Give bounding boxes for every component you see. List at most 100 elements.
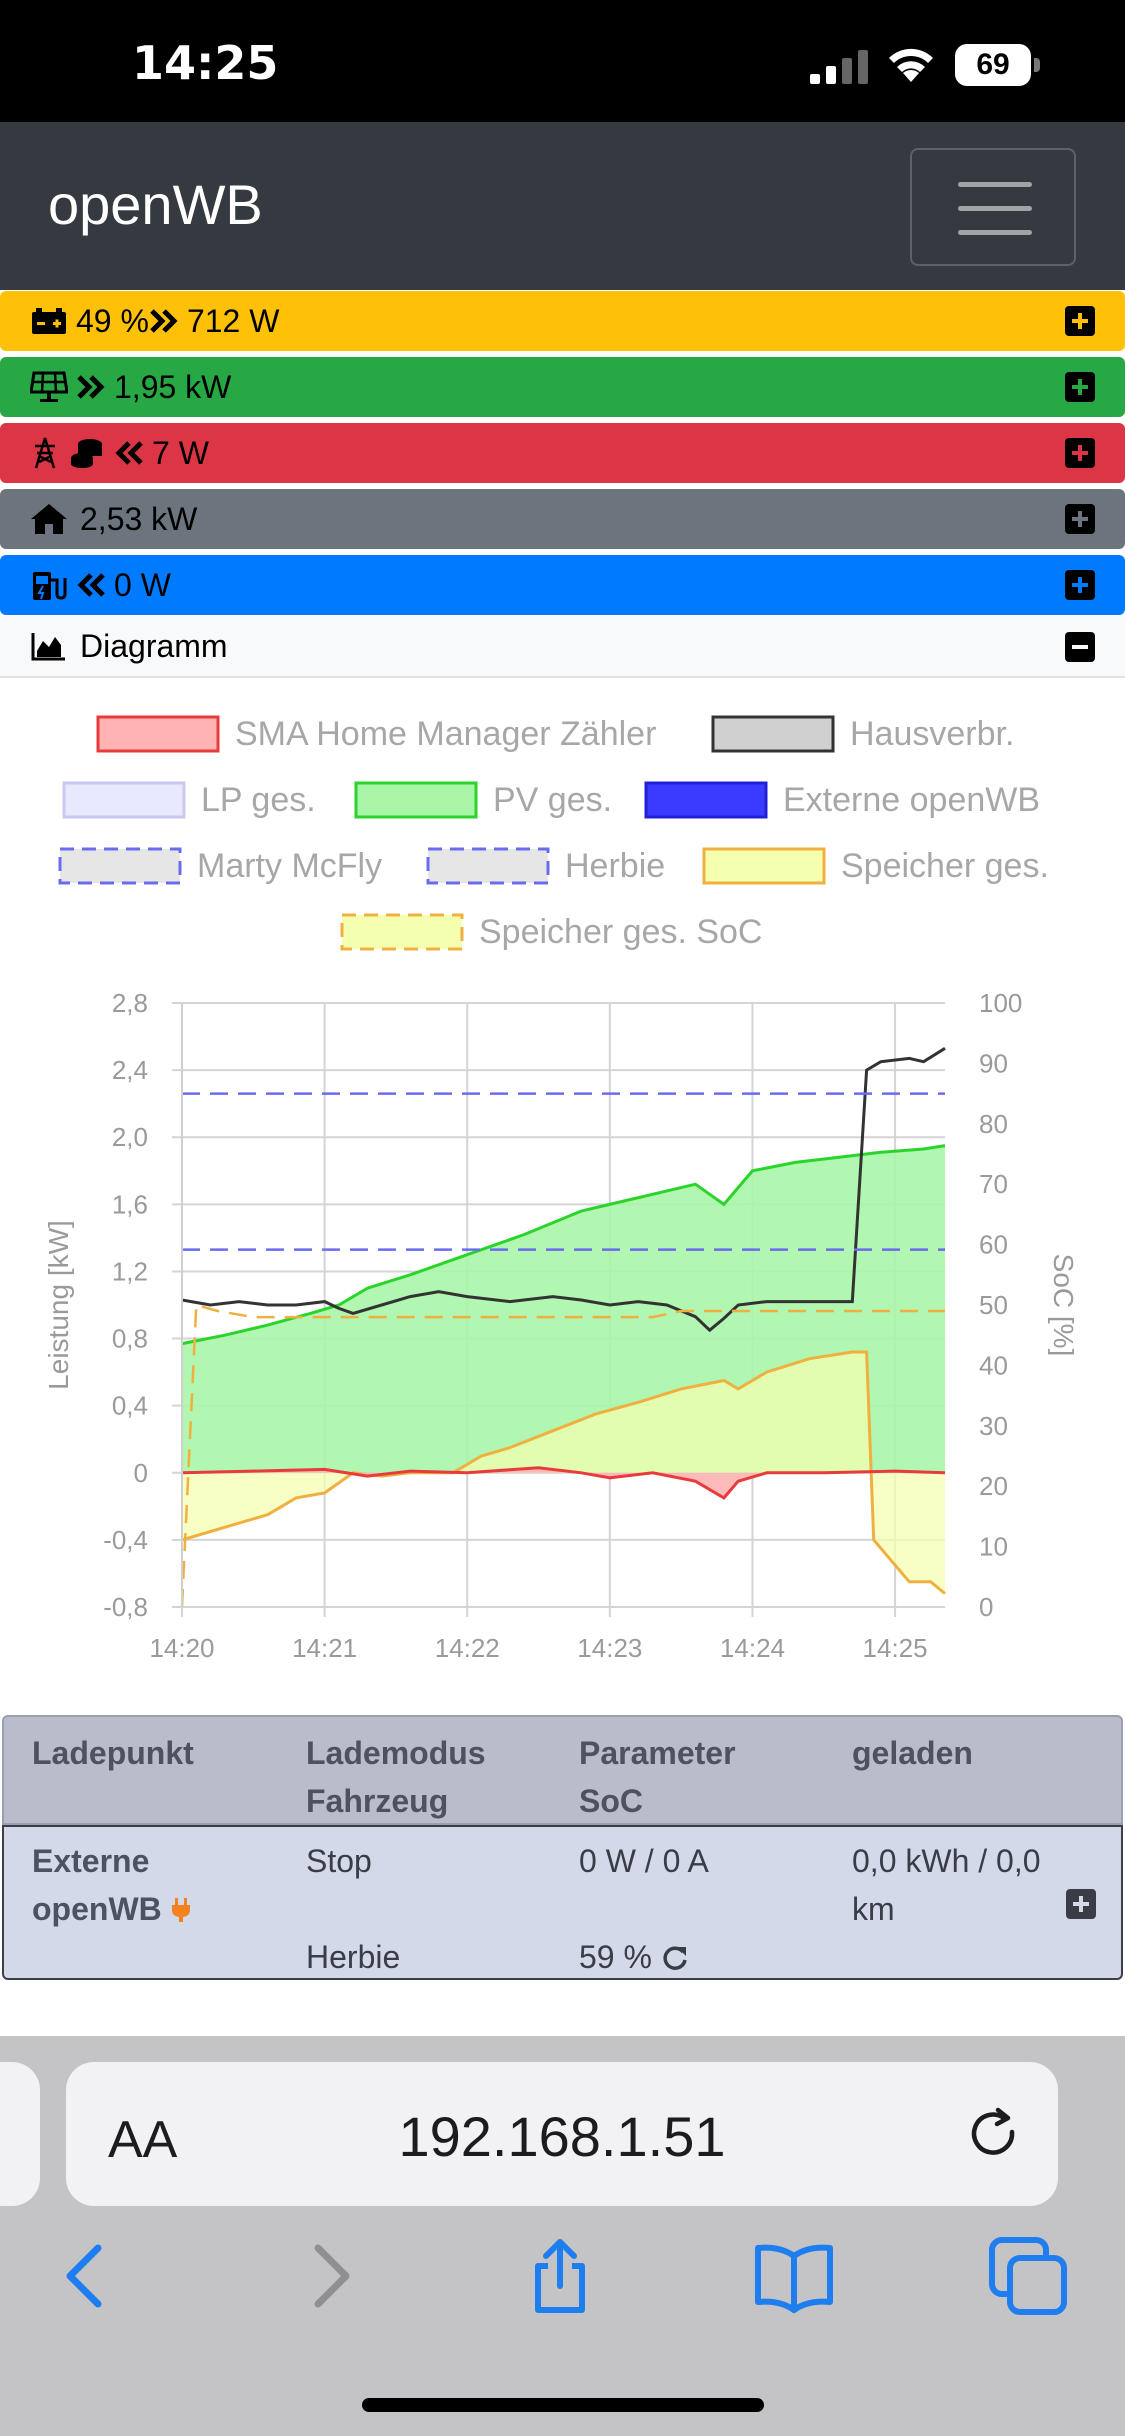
tabs-icon[interactable] xyxy=(988,2236,1068,2316)
x-tick-label: 14:22 xyxy=(435,1633,500,1663)
collapse-minus-icon[interactable] xyxy=(1065,632,1095,662)
y-right-tick-label: 20 xyxy=(979,1471,1008,1501)
charging-row[interactable]: 0 W xyxy=(0,555,1125,615)
table-header: Ladepunkt Lademodus Fahrzeug Parameter S… xyxy=(2,1715,1123,1825)
brand-title[interactable]: openWB xyxy=(48,173,263,236)
legend-swatch xyxy=(96,715,220,753)
battery-storage-row[interactable]: 49 % 712 W xyxy=(0,291,1125,351)
area-chart-icon xyxy=(31,633,65,661)
bookmarks-icon[interactable] xyxy=(754,2236,834,2316)
back-icon[interactable] xyxy=(46,2236,126,2316)
address-bar[interactable]: AA 192.168.1.51 xyxy=(66,2062,1058,2206)
legend-label: Marty McFly xyxy=(197,847,382,885)
battery-indicator: 69 xyxy=(955,44,1041,86)
legend-item: Marty McFly xyxy=(58,847,382,885)
y-right-tick-label: 40 xyxy=(979,1350,1008,1380)
series-area xyxy=(182,1352,945,1594)
expand-plus-icon[interactable] xyxy=(1065,306,1095,336)
plug-icon xyxy=(171,1898,190,1922)
series-line xyxy=(181,1466,946,1500)
legend-label: Speicher ges. SoC xyxy=(479,913,763,951)
y-right-axis-title: SoC [%] xyxy=(1048,1254,1079,1357)
legend-label: PV ges. xyxy=(493,781,612,819)
x-tick-label: 14:24 xyxy=(720,1633,785,1663)
status-bar: 14:25 69 xyxy=(0,0,1125,122)
browser-toolbar: AA 192.168.1.51 xyxy=(0,2036,1125,2436)
power-grid-icon xyxy=(34,437,56,469)
home-indicator xyxy=(362,2398,764,2412)
header-parameter: Parameter xyxy=(579,1735,736,1771)
charge-parameters: 0 W / 0 A xyxy=(579,1843,709,1879)
legend-label: Speicher ges. xyxy=(841,847,1049,885)
previous-tab-preview[interactable] xyxy=(0,2062,40,2206)
y-tick-label: -0,8 xyxy=(103,1592,148,1622)
y-right-tick-label: 80 xyxy=(979,1109,1008,1139)
legend-label: Herbie xyxy=(565,847,665,885)
legend-item: Speicher ges. xyxy=(702,847,1049,885)
y-right-tick-label: 60 xyxy=(979,1230,1008,1260)
double-chevron-left-icon xyxy=(77,573,105,597)
diagram-label: Diagramm xyxy=(80,627,228,664)
charge-point-name-text: openWB xyxy=(32,1891,162,1927)
charging-power: 0 W xyxy=(114,566,171,603)
header-fahrzeug: Fahrzeug xyxy=(306,1783,449,1819)
charging-station-icon xyxy=(33,572,67,600)
coins-icon xyxy=(71,439,102,468)
vehicle-soc-value: 59 % xyxy=(579,1939,652,1975)
legend-label: Hausverbr. xyxy=(850,715,1014,753)
legend-item: Speicher ges. SoC xyxy=(340,913,763,951)
series-line xyxy=(181,1047,946,1333)
house-row[interactable]: 2,53 kW xyxy=(0,489,1125,549)
legend-item: Herbie xyxy=(426,847,665,885)
legend-item: PV ges. xyxy=(354,781,612,819)
charged-distance: km xyxy=(852,1891,895,1927)
expand-plus-icon[interactable] xyxy=(1066,1889,1096,1919)
diagram-chart: SMA Home Manager Zähler Hausverbr. LP ges.… xyxy=(0,678,1125,1713)
cellular-signal-icon xyxy=(810,50,868,84)
y-tick-label: 2,8 xyxy=(112,988,148,1018)
grid-row[interactable]: 7 W xyxy=(0,423,1125,483)
chart-svg: SMA Home Manager Zähler Hausverbr. LP ges.… xyxy=(43,715,1079,1663)
y-tick-label: 1,2 xyxy=(112,1256,148,1286)
charge-point-name-line2: openWB xyxy=(32,1885,191,1933)
y-right-tick-label: 70 xyxy=(979,1169,1008,1199)
vehicle-soc: 59 % xyxy=(579,1933,689,1981)
legend-label: Externe openWB xyxy=(783,781,1040,819)
menu-toggle-button[interactable] xyxy=(910,148,1076,266)
expand-plus-icon[interactable] xyxy=(1065,570,1095,600)
expand-plus-icon[interactable] xyxy=(1065,372,1095,402)
charge-mode[interactable]: Stop xyxy=(306,1843,372,1879)
expand-plus-icon[interactable] xyxy=(1065,504,1095,534)
series-line xyxy=(181,1350,946,1595)
legend-swatch xyxy=(702,847,826,885)
x-tick-label: 14:23 xyxy=(577,1633,642,1663)
series-line xyxy=(181,1144,946,1346)
wifi-icon xyxy=(889,48,933,82)
y-tick-label: -0,4 xyxy=(103,1525,148,1555)
diagram-row[interactable]: Diagramm xyxy=(0,616,1125,678)
reload-icon[interactable] xyxy=(962,2102,1026,2166)
table-row[interactable]: Externe openWB Stop Herbie 0 W / 0 A 59 … xyxy=(2,1825,1123,1980)
header-lademodus: Lademodus xyxy=(306,1735,486,1771)
battery-soc: 49 % xyxy=(76,302,149,339)
hamburger-line xyxy=(958,230,1032,235)
legend-item: Externe openWB xyxy=(644,781,1040,819)
legend-swatch xyxy=(354,781,478,819)
battery-power: 712 W xyxy=(186,302,280,339)
refresh-icon[interactable] xyxy=(661,1944,689,1972)
y-axis-title: Leistung [kW] xyxy=(43,1220,74,1390)
url-text[interactable]: 192.168.1.51 xyxy=(398,2105,726,2168)
legend-swatch xyxy=(62,781,186,819)
charge-point-name: Externe xyxy=(32,1843,150,1879)
header-soc: SoC xyxy=(579,1783,643,1819)
pv-row[interactable]: 1,95 kW xyxy=(0,357,1125,417)
reader-settings-button[interactable]: AA xyxy=(108,2111,178,2169)
vehicle-name: Herbie xyxy=(306,1939,401,1975)
status-time: 14:25 xyxy=(132,36,279,90)
expand-plus-icon[interactable] xyxy=(1065,438,1095,468)
y-right-tick-label: 10 xyxy=(979,1532,1008,1562)
header-ladepunkt: Ladepunkt xyxy=(32,1735,194,1771)
share-icon[interactable] xyxy=(520,2236,600,2316)
double-chevron-right-icon xyxy=(150,309,178,333)
x-tick-label: 14:21 xyxy=(292,1633,357,1663)
